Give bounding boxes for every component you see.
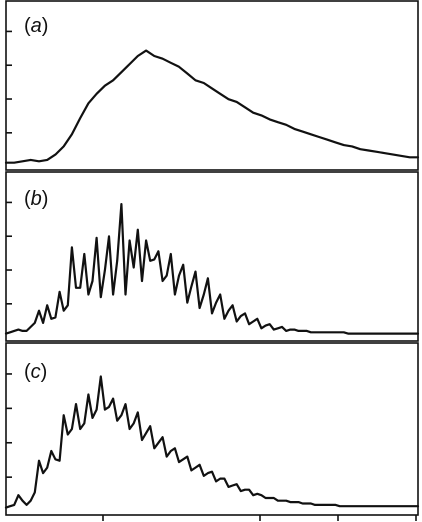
panel-frame-a [5, 0, 419, 171]
panel-a: (a) [4, 0, 420, 171]
series-line-b-0 [4, 203, 420, 335]
panel-label-a: (a) [24, 15, 48, 37]
panel-b: (b) [4, 171, 420, 342]
panel-c: (c) [4, 342, 420, 516]
panel-frame-c [5, 342, 419, 516]
panel-label-b: (b) [24, 188, 48, 210]
panel-label-c: (c) [24, 361, 47, 383]
series-line-c-0 [4, 375, 420, 509]
panel-frame-b [5, 171, 419, 342]
series-line-a-0 [4, 49, 420, 164]
